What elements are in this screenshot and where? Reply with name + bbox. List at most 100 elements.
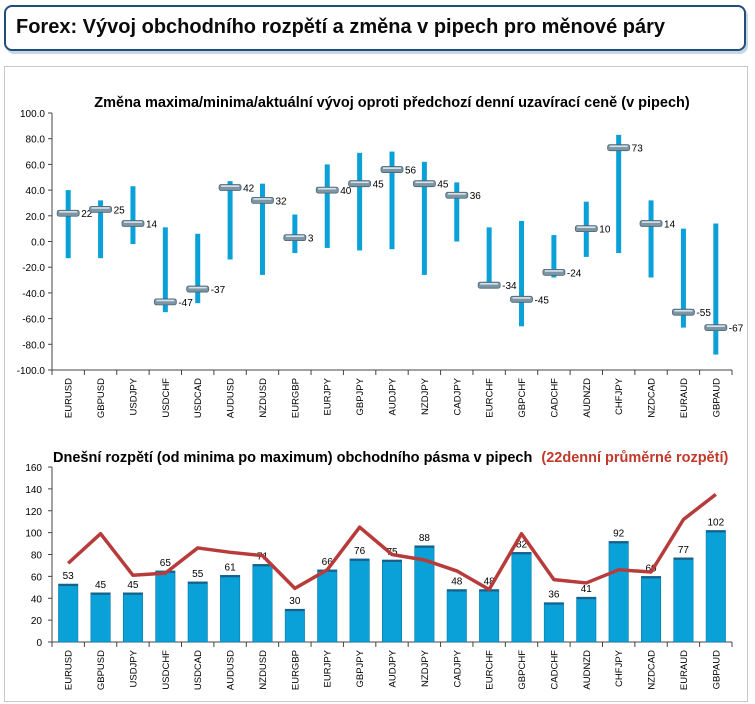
spread-bar-cap <box>673 557 694 560</box>
spread-value-label: 45 <box>127 580 139 591</box>
range-bar <box>389 151 395 250</box>
spread-x-tick-label: EURGBP <box>290 650 301 690</box>
current-value-label: 22 <box>81 209 93 220</box>
range-y-tick-label: -40.0 <box>22 289 45 300</box>
spread-value-label: 88 <box>419 533 431 544</box>
spread-bar <box>381 559 403 643</box>
current-marker-highlight <box>221 185 240 187</box>
range-x-tick-label: CADJPY <box>452 377 463 415</box>
spread-x-tick-label: AUDNZD <box>582 650 593 690</box>
spread-bar <box>187 581 208 643</box>
range-bar <box>162 227 168 313</box>
spread-value-label: 82 <box>516 539 528 550</box>
spread-value-label: 92 <box>613 528 625 539</box>
range-y-tick-label: -100.0 <box>17 366 46 377</box>
range-bar <box>551 235 557 278</box>
current-value-label: 73 <box>632 144 644 155</box>
spread-bar <box>220 574 241 643</box>
spread-bar-cap <box>252 564 273 567</box>
current-marker-highlight <box>123 221 142 223</box>
range-x-tick-label: GBPCHF <box>517 378 528 418</box>
current-value-label: 10 <box>599 225 611 236</box>
spread-bar-cap <box>123 592 143 595</box>
current-marker-highlight <box>285 235 304 238</box>
current-marker-highlight <box>318 187 337 190</box>
spread-value-label: 45 <box>95 580 107 591</box>
current-value-label: -67 <box>729 324 744 335</box>
spread-bar <box>511 552 532 643</box>
spread-bar <box>317 569 338 643</box>
current-marker-highlight <box>156 299 175 302</box>
current-marker-highlight <box>642 221 661 223</box>
range-bar <box>130 186 136 245</box>
spread-bar-cap <box>447 589 467 592</box>
range-x-tick-label: EURGBP <box>290 378 301 418</box>
range-y-tick-label: -60.0 <box>22 315 45 326</box>
spread-x-tick-label: AUDJPY <box>388 649 399 687</box>
spread-bar <box>479 589 500 643</box>
range-chart-title: Změna maxima/minima/aktuální vývoj oprot… <box>94 95 690 111</box>
spread-value-label: 65 <box>160 558 172 569</box>
current-marker-highlight <box>512 297 531 299</box>
spread-x-tick-label: CADCHF <box>549 650 560 690</box>
spread-bar <box>446 589 467 643</box>
spread-value-label: 36 <box>548 590 560 601</box>
spread-value-label: 61 <box>225 562 237 573</box>
spread-value-label: 41 <box>581 584 593 595</box>
spread-y-tick-label: 100 <box>25 529 42 540</box>
spread-value-label: 48 <box>451 577 463 588</box>
range-bar <box>65 190 71 259</box>
spread-y-tick-label: 160 <box>25 463 42 474</box>
spread-bar <box>252 564 273 643</box>
spread-chart-title: Dnešní rozpětí (od minima po maximum) ob… <box>53 450 728 466</box>
range-y-tick-label: 0.0 <box>31 238 45 249</box>
spread-chart-title-highlight: (22denní průměrné rozpětí) <box>541 450 728 466</box>
spread-bar <box>641 576 662 643</box>
spread-bar <box>576 596 597 643</box>
current-marker-highlight <box>447 193 466 195</box>
current-marker-highlight <box>415 181 434 184</box>
spread-bar-cap <box>576 597 596 600</box>
spread-y-tick-label: 20 <box>31 616 43 627</box>
spread-bar-cap <box>608 541 629 544</box>
current-value-label: 45 <box>373 180 385 191</box>
range-x-tick-label: NZDJPY <box>420 377 431 415</box>
spread-bar <box>58 583 79 643</box>
range-x-tick-label: AUDJPY <box>388 377 399 415</box>
spread-chart-title-main: Dnešní rozpětí (od minima po maximum) ob… <box>53 450 532 466</box>
range-bar <box>421 161 427 275</box>
range-x-tick-label: USDJPY <box>128 377 139 415</box>
range-bar <box>324 164 330 248</box>
spread-bar-cap <box>641 576 661 579</box>
spread-x-tick-label: EURUSD <box>64 650 75 690</box>
current-marker-highlight <box>59 211 78 213</box>
range-y-tick-label: 40.0 <box>26 186 46 197</box>
range-bar <box>98 200 104 259</box>
current-value-label: -55 <box>696 308 711 319</box>
current-marker-highlight <box>383 167 401 169</box>
spread-value-label: 77 <box>678 545 690 556</box>
current-value-label: 36 <box>470 191 482 202</box>
current-value-label: 3 <box>308 234 314 245</box>
range-x-tick-label: GBPAUD <box>711 378 722 418</box>
spread-x-tick-label: NZDJPY <box>420 649 431 687</box>
range-bar <box>454 182 460 242</box>
spread-x-tick-label: CADJPY <box>452 649 463 687</box>
current-value-label: 32 <box>275 196 287 207</box>
spread-x-tick-label: CHFJPY <box>614 649 625 687</box>
current-value-label: -45 <box>535 295 550 306</box>
spread-x-tick-label: USDCHF <box>161 650 172 690</box>
range-y-tick-label: -80.0 <box>22 340 45 351</box>
spread-bar <box>543 602 564 643</box>
range-y-tick-label: 100.0 <box>20 109 45 120</box>
current-value-label: -34 <box>502 281 517 292</box>
range-bar <box>616 134 622 254</box>
range-x-tick-label: NZDCAD <box>647 378 658 418</box>
range-bar <box>680 228 686 328</box>
current-marker-highlight <box>480 282 499 285</box>
spread-value-label: 76 <box>354 546 366 557</box>
spread-y-tick-label: 40 <box>31 594 43 605</box>
spread-y-tick-label: 140 <box>25 485 42 496</box>
